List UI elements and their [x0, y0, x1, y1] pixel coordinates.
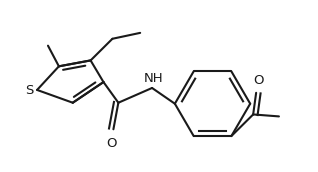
Text: O: O: [253, 74, 263, 88]
Text: O: O: [106, 137, 117, 150]
Text: S: S: [25, 84, 33, 97]
Text: NH: NH: [144, 72, 164, 85]
